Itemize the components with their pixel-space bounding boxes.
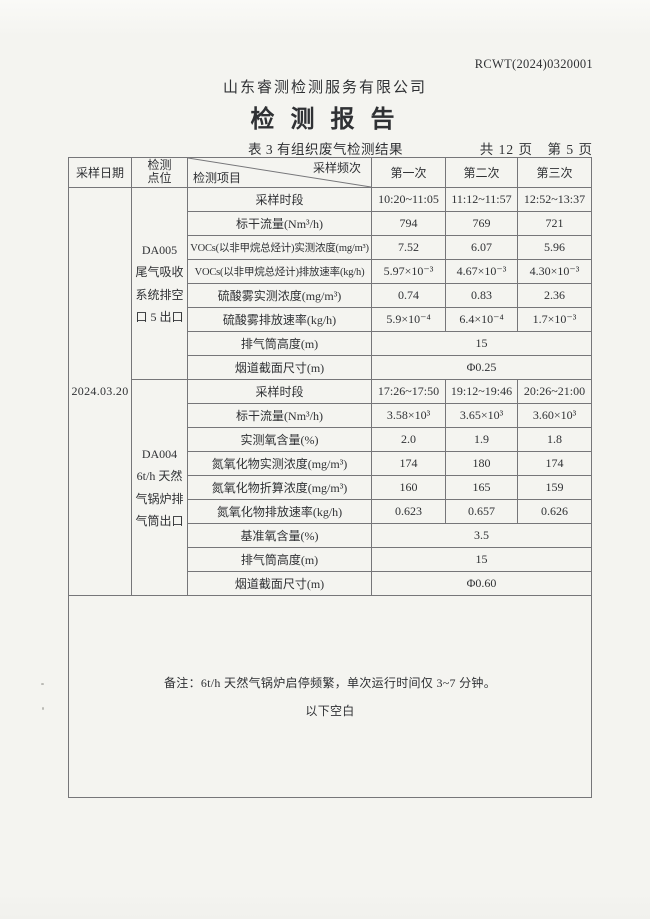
item-label-cell: 标干流量(Nm³/h) (187, 403, 372, 428)
report-title: 检 测 报 告 (250, 107, 400, 133)
scan-speck (42, 707, 44, 710)
table-row: 氮氧化物实测浓度(mg/m³) 174 180 174 (69, 451, 592, 476)
value-cell: 11:12~11:57 (445, 187, 518, 212)
table-row: 硫酸雾排放速率(kg/h) 5.9×10⁻⁴ 6.4×10⁻⁴ 1.7×10⁻³ (69, 307, 592, 332)
value-cell: 10:20~11:05 (371, 187, 446, 212)
table-header-row: 采样日期 检测点位 采样频次 检测项目 第一次 第二次 第三次 (68, 157, 592, 188)
value-cell: 5.96 (517, 235, 592, 260)
value-cell: 174 (371, 451, 446, 476)
value-cell: 4.30×10⁻³ (517, 259, 592, 284)
item-label-cell: 排气筒高度(m) (187, 331, 372, 356)
table-caption: 表 3 有组织废气检测结果 (248, 142, 403, 157)
table-row: DA004 6t/h 天然 气锅炉排 气筒出口 采样时段 17:26~17:50 19… (69, 379, 592, 596)
value-cell: 0.83 (445, 283, 518, 308)
monitor-item-label: 检测项目 (193, 171, 242, 185)
table-row: 硫酸雾实测浓度(mg/m³) 0.74 0.83 2.36 (69, 283, 592, 308)
item-label-cell: 硫酸雾排放速率(kg/h) (187, 307, 372, 332)
page-info: 共 12 页 第 5 页 (479, 142, 593, 157)
table-row: 2024.03.20 DA005 尾气吸收 系统排空 口 5 出口 采样时段 10:2… (68, 187, 592, 596)
value-cell: 0.657 (445, 499, 518, 524)
remark-text: 备注：6t/h 天然气锅炉启停频繁，单次运行时间仅 3~7 分钟。 (163, 675, 497, 690)
value-cell: 721 (517, 211, 592, 236)
header-run-1: 第一次 (371, 157, 446, 188)
item-label-cell: 基准氧含量(%) (187, 523, 372, 548)
merged-value-cell: 15 (371, 331, 592, 356)
item-label-cell: 采样时段 (187, 187, 372, 212)
value-cell: 5.9×10⁻⁴ (371, 307, 446, 332)
monitor-point-cell: DA004 6t/h 天然 气锅炉排 气筒出口 (131, 379, 188, 596)
results-table: 采样日期 检测点位 采样频次 检测项目 第一次 第二次 第三次 2024.03.… (68, 157, 592, 798)
value-cell: 2.0 (371, 427, 446, 452)
blank-note: 以下空白 (305, 703, 355, 718)
header-monitor-point: 检测点位 (131, 157, 188, 188)
table-row: 基准氧含量(%) 3.5 (69, 523, 592, 548)
item-label-cell: 硫酸雾实测浓度(mg/m³) (187, 283, 372, 308)
item-label-cell: 实测氧含量(%) (187, 427, 372, 452)
value-cell: 769 (445, 211, 518, 236)
sample-date-cell: 2024.03.20 (68, 187, 132, 596)
value-cell: 20:26~21:00 (517, 379, 592, 404)
item-label-cell: 氮氧化物实测浓度(mg/m³) (187, 451, 372, 476)
value-cell: 0.623 (371, 499, 446, 524)
value-cell: 1.8 (517, 427, 592, 452)
value-cell: 2.36 (517, 283, 592, 308)
value-cell: 3.60×10³ (517, 403, 592, 428)
item-label-cell: 氮氧化物折算浓度(mg/m³) (187, 475, 372, 500)
item-label-cell: 氮氧化物排放速率(kg/h) (187, 499, 372, 524)
value-cell: 5.97×10⁻³ (371, 259, 446, 284)
value-cell: 12:52~13:37 (517, 187, 592, 212)
header-monitor-point-label: 检测点位 (147, 157, 172, 186)
value-cell: 180 (445, 451, 518, 476)
sampling-frequency-label: 采样频次 (312, 161, 361, 175)
value-cell: 1.9 (445, 427, 518, 452)
value-cell: 174 (517, 451, 592, 476)
value-cell: 3.58×10³ (371, 403, 446, 428)
remark-row: 备注：6t/h 天然气锅炉启停频繁，单次运行时间仅 3~7 分钟。 以下空白 (68, 595, 592, 798)
value-cell: 160 (371, 475, 446, 500)
item-label-cell: 排气筒高度(m) (187, 547, 372, 572)
value-cell: 6.4×10⁻⁴ (445, 307, 518, 332)
scan-speck (41, 683, 44, 685)
item-label-cell: VOCs(以非甲烷总烃计)实测浓度(mg/m³) (187, 235, 372, 260)
results-tbody: 2024.03.20 DA005 尾气吸收 系统排空 口 5 出口 采样时段 10:2… (68, 187, 592, 596)
header-sample-date: 采样日期 (68, 157, 132, 188)
monitor-point-cell: DA005 尾气吸收 系统排空 口 5 出口 (131, 187, 188, 380)
value-cell: 1.7×10⁻³ (517, 307, 592, 332)
header-run-3: 第三次 (517, 157, 592, 188)
item-label-cell: 标干流量(Nm³/h) (187, 211, 372, 236)
item-label-cell: 烟道截面尺寸(m) (187, 355, 372, 380)
table-row: 排气筒高度(m) 15 (69, 547, 592, 572)
table-row: 烟道截面尺寸(m) Φ0.25 (69, 355, 592, 380)
value-cell: 0.626 (517, 499, 592, 524)
value-cell: 7.52 (371, 235, 446, 260)
value-cell: 6.07 (445, 235, 518, 260)
header-diagonal-cell: 采样频次 检测项目 (187, 157, 372, 188)
diagonal-line (188, 158, 371, 187)
merged-value-cell: 3.5 (371, 523, 592, 548)
report-number: RCWT(2024)0320001 (474, 57, 593, 71)
item-label-cell: 烟道截面尺寸(m) (187, 571, 372, 596)
table-row: 氮氧化物折算浓度(mg/m³) 160 165 159 (69, 475, 592, 500)
value-cell: 17:26~17:50 (371, 379, 446, 404)
value-cell: 19:12~19:46 (445, 379, 518, 404)
merged-value-cell: 15 (371, 547, 592, 572)
item-label-cell: 采样时段 (187, 379, 372, 404)
item-label-cell: VOCs(以非甲烷总烃计)排放速率(kg/h) (187, 259, 372, 284)
value-cell: 794 (371, 211, 446, 236)
table-row: 实测氧含量(%) 2.0 1.9 1.8 (69, 427, 592, 452)
value-cell: 0.74 (371, 283, 446, 308)
value-cell: 4.67×10⁻³ (445, 259, 518, 284)
value-cell: 165 (445, 475, 518, 500)
table-row: VOCs(以非甲烷总烃计)排放速率(kg/h) 5.97×10⁻³ 4.67×10⁻… (69, 259, 592, 284)
merged-value-cell: Φ0.60 (371, 571, 592, 596)
merged-value-cell: Φ0.25 (371, 355, 592, 380)
value-cell: 3.65×10³ (445, 403, 518, 428)
value-cell: 159 (517, 475, 592, 500)
table-row: 标干流量(Nm³/h) 3.58×10³ 3.65×10³ 3.60×10³ (69, 403, 592, 428)
remark-cell: 备注：6t/h 天然气锅炉启停频繁，单次运行时间仅 3~7 分钟。 以下空白 (68, 595, 592, 798)
company-name: 山东睿测检测服务有限公司 (222, 80, 427, 96)
header-run-2: 第二次 (445, 157, 518, 188)
